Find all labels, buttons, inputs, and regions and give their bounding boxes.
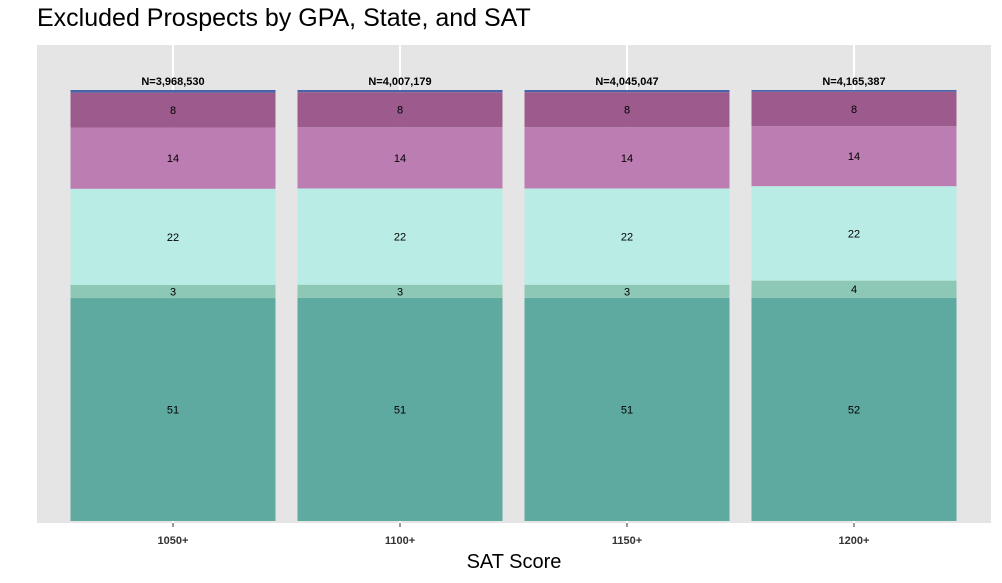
- bar-segment-1-4: [297, 92, 503, 128]
- bar-segment-1-2: [297, 188, 503, 285]
- bar-segment-2-1: [524, 284, 730, 298]
- segment-label-0-4: 8: [170, 105, 176, 117]
- segment-label-3-0: 52: [848, 404, 860, 416]
- bar-segment-0-0: [70, 298, 276, 521]
- bar-segment-3-2: [751, 186, 957, 281]
- bar-segment-0-5: [70, 90, 276, 93]
- segment-label-2-4: 8: [624, 105, 630, 117]
- segment-label-1-4: 8: [397, 105, 403, 117]
- x-tick-label-2: 1150+: [612, 535, 642, 547]
- bar-segment-3-4: [751, 91, 957, 127]
- total-label-3: N=4,165,387: [822, 76, 885, 88]
- segment-label-0-2: 22: [167, 232, 179, 244]
- bar-segment-1-5: [297, 90, 503, 93]
- bar-segment-2-0: [524, 297, 730, 521]
- bar-segment-3-5: [751, 90, 957, 92]
- bar-segment-0-2: [70, 188, 276, 285]
- segment-label-0-3: 14: [167, 153, 179, 165]
- bar-segment-2-4: [524, 92, 730, 128]
- segment-label-2-2: 22: [621, 232, 633, 244]
- segment-label-0-1: 3: [170, 287, 176, 299]
- total-label-1: N=4,007,179: [368, 76, 431, 88]
- segment-label-2-0: 51: [621, 404, 633, 416]
- segment-label-3-4: 8: [851, 104, 857, 116]
- bar-segment-2-2: [524, 188, 730, 285]
- x-axis-title: SAT Score: [467, 551, 562, 573]
- segment-label-3-2: 22: [848, 228, 860, 240]
- bar-segment-0-1: [70, 284, 276, 299]
- segment-label-1-2: 22: [394, 232, 406, 244]
- bar-segment-3-1: [751, 280, 957, 298]
- x-tick-label-0: 1050+: [158, 535, 189, 547]
- segment-label-1-1: 3: [397, 286, 403, 298]
- chart-title: Excluded Prospects by GPA, State, and SA…: [37, 4, 531, 32]
- bar-segment-2-3: [524, 127, 730, 189]
- bar-segment-0-3: [70, 127, 276, 189]
- segment-label-3-3: 14: [848, 151, 860, 163]
- segment-label-3-1: 4: [851, 284, 857, 296]
- bar-segment-3-3: [751, 126, 957, 187]
- segment-label-2-3: 14: [621, 153, 633, 165]
- total-label-0: N=3,968,530: [141, 76, 204, 88]
- bar-segment-3-0: [751, 297, 957, 521]
- segment-label-2-1: 3: [624, 286, 630, 298]
- total-label-2: N=4,045,047: [595, 76, 658, 88]
- bar-segment-1-1: [297, 284, 503, 298]
- segment-label-1-3: 14: [394, 153, 406, 165]
- bar-segment-1-0: [297, 297, 503, 521]
- bar-segment-2-5: [524, 90, 730, 93]
- bar-segment-0-4: [70, 92, 276, 128]
- bar-segment-1-3: [297, 127, 503, 189]
- bars: [70, 90, 957, 521]
- segment-label-1-0: 51: [394, 404, 406, 416]
- segment-labels: 51 3 22 14 8 N=3,968,530 51 3 22 14 8 N=4,007,179 51…: [141, 76, 885, 417]
- x-tick-label-1: 1100+: [385, 535, 415, 547]
- segment-label-0-0: 51: [167, 405, 179, 417]
- x-axis-ticks: 1050+ 1100+ 1150+ 1200+: [158, 523, 870, 547]
- x-tick-label-3: 1200+: [839, 535, 870, 547]
